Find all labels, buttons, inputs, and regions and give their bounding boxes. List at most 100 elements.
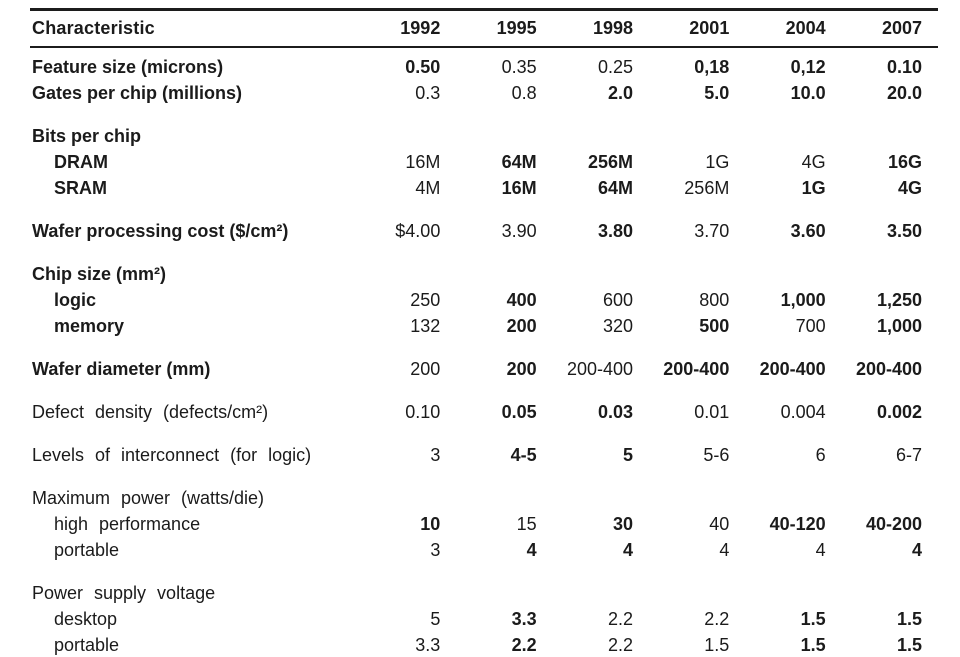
cell-value: 5	[430, 608, 441, 629]
column-header-year-2001: 2001	[689, 18, 730, 38]
cell-value: 1G	[705, 151, 730, 172]
cell-value: 30	[612, 513, 633, 534]
row-label: desktop	[54, 608, 118, 629]
cell-value: 40	[709, 513, 730, 534]
cell-value: 200-400	[663, 358, 730, 379]
cell-value: 4G	[801, 151, 826, 172]
table-row: Bits per chip	[30, 123, 938, 149]
row-label: high performance	[54, 513, 201, 534]
table-row: Wafer processing cost ($/cm²) $4.00 3.90 3.…	[30, 218, 938, 244]
cell-value: 1,000	[876, 315, 922, 336]
table-row: Maximum power (watts/die)	[30, 485, 938, 511]
cell-value: 3.80	[597, 220, 633, 241]
cell-value: 1.5	[800, 608, 826, 629]
table-row: desktop 5 3.3 2.2 2.2 1.5 1.5	[30, 606, 938, 632]
cell-value: 200-400	[855, 358, 922, 379]
cell-value: 1,000	[780, 289, 826, 310]
row-label: Gates per chip (millions)	[32, 82, 243, 103]
cell-value: 800	[699, 289, 730, 310]
cell-value: 0,12	[790, 56, 826, 77]
cell-value: 200	[506, 315, 537, 336]
row-label: DRAM	[54, 151, 108, 172]
cell-value: 0,18	[694, 56, 730, 77]
cell-value: 0.01	[694, 401, 730, 422]
cell-value: 250	[410, 289, 441, 310]
cell-value: 5.0	[704, 82, 730, 103]
row-label: Wafer processing cost ($/cm²)	[32, 220, 289, 241]
table-row: Feature size (microns) 0.50 0.35 0.25 0,18 0,…	[30, 54, 938, 80]
cell-value: 4G	[897, 177, 922, 198]
cell-value: 3.90	[501, 220, 537, 241]
cell-value: 600	[602, 289, 633, 310]
cell-value: 5	[622, 444, 633, 465]
cell-value: 2.0	[607, 82, 633, 103]
row-label: logic	[54, 289, 97, 310]
column-header-year-1998: 1998	[592, 18, 633, 38]
cell-value: 0.05	[501, 401, 537, 422]
cell-value: 0.3	[415, 82, 441, 103]
table-row: Wafer diameter (mm) 200 200 200-400 200-400 2…	[30, 356, 938, 382]
table-row: high performance 10 15 30 40 40-120 40-200	[30, 511, 938, 537]
cell-value: 400	[506, 289, 537, 310]
technology-roadmap-table: Characteristic 1992 1995 1998 2001 2004 …	[30, 8, 938, 657]
cell-value: 10	[420, 513, 441, 534]
cell-value: 16M	[405, 151, 441, 172]
cell-value: 0.10	[886, 56, 922, 77]
cell-value: 1.5	[704, 634, 730, 655]
cell-value: 1.5	[896, 634, 922, 655]
cell-value: 3	[430, 539, 441, 560]
row-label: Power supply voltage	[32, 582, 216, 603]
cell-value: 64M	[597, 177, 633, 198]
cell-value: 0.35	[501, 56, 537, 77]
cell-value: 0.002	[876, 401, 922, 422]
table-row: Defect density (defects/cm²) 0.10 0.05 0.03…	[30, 399, 938, 425]
cell-value: 40-120	[769, 513, 826, 534]
cell-value: 200-400	[566, 358, 633, 379]
row-label: Defect density (defects/cm²)	[32, 401, 269, 422]
column-header-year-1992: 1992	[400, 18, 441, 38]
row-label: Levels of interconnect (for logic)	[32, 444, 312, 465]
row-label: Wafer diameter (mm)	[32, 358, 211, 379]
cell-value: 0.10	[405, 401, 441, 422]
cell-value: 4	[719, 539, 730, 560]
cell-value: 6	[815, 444, 826, 465]
row-label: memory	[54, 315, 125, 336]
cell-value: 16M	[501, 177, 537, 198]
cell-value: 1,250	[876, 289, 922, 310]
cell-value: 1.5	[896, 608, 922, 629]
cell-value: 1G	[801, 177, 826, 198]
table-row: Levels of interconnect (for logic) 3 4-5 5 5…	[30, 442, 938, 468]
cell-value: 2.2	[511, 634, 537, 655]
table-row: Chip size (mm²)	[30, 261, 938, 287]
row-label: Bits per chip	[32, 125, 142, 146]
cell-value: 64M	[501, 151, 537, 172]
column-header-year-2007: 2007	[881, 18, 922, 38]
cell-value: 3.50	[886, 220, 922, 241]
cell-value: 0.50	[405, 56, 441, 77]
row-label: Maximum power (watts/die)	[32, 487, 265, 508]
cell-value: 4	[815, 539, 826, 560]
row-label: Chip size (mm²)	[32, 263, 167, 284]
cell-value: 4	[911, 539, 922, 560]
row-label: portable	[54, 539, 120, 560]
cell-value: $4.00	[395, 220, 441, 241]
cell-value: 0.004	[780, 401, 826, 422]
cell-value: 15	[516, 513, 537, 534]
table-row: SRAM 4M 16M 64M 256M 1G 4G	[30, 175, 938, 201]
cell-value: 200	[506, 358, 537, 379]
cell-value: 3.3	[511, 608, 537, 629]
cell-value: 0.8	[511, 82, 537, 103]
cell-value: 3.3	[415, 634, 441, 655]
cell-value: 700	[795, 315, 826, 336]
cell-value: 0.03	[597, 401, 633, 422]
cell-value: 20.0	[886, 82, 922, 103]
cell-value: 40-200	[865, 513, 922, 534]
cell-value: 256M	[684, 177, 730, 198]
cell-value: 2.2	[607, 608, 633, 629]
cell-value: 200	[410, 358, 441, 379]
cell-value: 200-400	[759, 358, 826, 379]
row-label: Feature size (microns)	[32, 56, 224, 77]
cell-value: 2.2	[704, 608, 730, 629]
cell-value: 320	[602, 315, 633, 336]
cell-value: 5-6	[703, 444, 730, 465]
